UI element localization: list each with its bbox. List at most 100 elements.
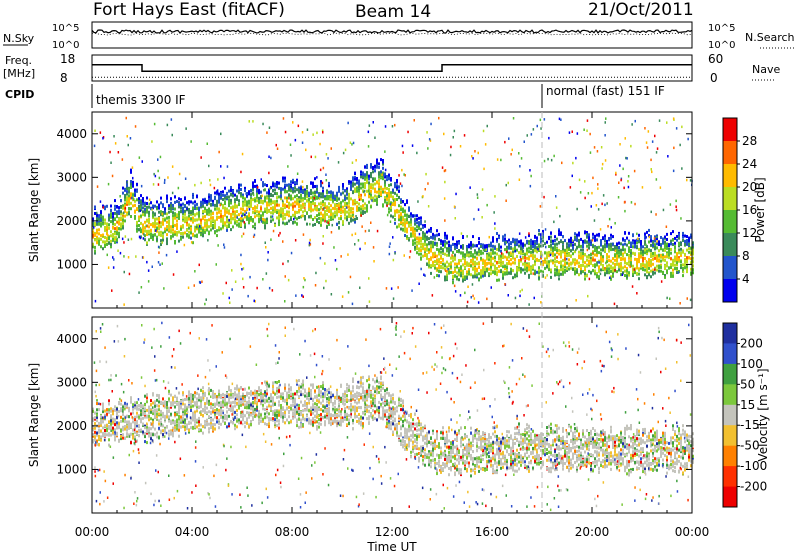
echo-cell [302, 285, 305, 289]
echo-cell [448, 240, 450, 244]
echo-cell [636, 258, 638, 261]
echo-cell [458, 241, 460, 245]
echo-cell [340, 201, 342, 205]
echo-cell [554, 243, 556, 247]
echo-cell [466, 261, 468, 265]
echo-cell [630, 263, 632, 267]
echo-cell [560, 240, 562, 244]
echo-cell [206, 225, 208, 228]
echo-cell [676, 271, 678, 274]
echo-cell [278, 212, 280, 216]
echo-cell [512, 240, 514, 244]
echo-cell [660, 280, 663, 283]
echo-cell [274, 202, 276, 206]
echo-cell [376, 201, 378, 204]
echo-cell [148, 225, 150, 229]
echo-cell [274, 207, 276, 211]
echo-cell [204, 206, 206, 210]
echo-cell [308, 194, 310, 197]
echo-cell [598, 245, 600, 249]
echo-cell [352, 215, 355, 219]
echo-cell [120, 216, 122, 220]
echo-cell [390, 177, 392, 180]
echo-cell [274, 188, 276, 192]
echo-cell [664, 267, 666, 270]
echo-cell [290, 154, 292, 157]
echo-cell [444, 267, 446, 271]
echo-cell [334, 207, 336, 211]
echo-cell [266, 206, 268, 210]
echo-cell [314, 203, 316, 207]
echo-cell [456, 250, 458, 253]
echo-cell [570, 236, 572, 240]
echo-cell [468, 272, 470, 276]
echo-cell [452, 256, 454, 260]
echo-cell [346, 192, 348, 196]
echo-cell [268, 286, 271, 290]
echo-cell [485, 263, 487, 267]
echo-cell [238, 186, 240, 190]
echo-cell [388, 191, 390, 195]
echo-cell [670, 273, 672, 277]
echo-cell [552, 249, 554, 253]
echo-cell [398, 189, 400, 193]
echo-cell [363, 189, 366, 193]
echo-cell [669, 203, 672, 206]
echo-cell [330, 216, 332, 220]
echo-cell [556, 273, 558, 277]
echo-cell [308, 203, 310, 206]
echo-cell [538, 247, 540, 251]
echo-cell [210, 228, 212, 232]
colorbar-segment [723, 164, 737, 188]
echo-cell [632, 245, 634, 249]
echo-cell [444, 231, 446, 235]
echo-cell [546, 252, 548, 256]
echo-cell [276, 181, 278, 185]
echo-cell [496, 261, 498, 264]
echo-cell [556, 260, 558, 263]
echo-cell [540, 269, 542, 273]
echo-cell [566, 245, 568, 249]
echo-cell [338, 188, 340, 192]
echo-cell [452, 259, 454, 263]
echo-cell [462, 246, 464, 250]
echo-cell [132, 196, 134, 199]
echo-cell [98, 242, 100, 246]
echo-cell [672, 117, 675, 120]
echo-cell [568, 248, 570, 251]
echo-cell [370, 186, 372, 189]
echo-cell [416, 237, 418, 241]
echo-cell [230, 201, 232, 205]
echo-cell [414, 247, 416, 251]
echo-cell [486, 252, 488, 256]
echo-cell [196, 223, 198, 227]
echo-cell [96, 217, 98, 221]
echo-cell [686, 239, 688, 242]
echo-cell [190, 211, 192, 215]
echo-cell [190, 213, 192, 216]
echo-cell [348, 196, 350, 200]
echo-cell [212, 226, 214, 230]
echo-cell [206, 212, 208, 216]
echo-cell [672, 243, 674, 246]
echo-cell [236, 205, 238, 209]
echo-cell [536, 249, 538, 253]
echo-cell [610, 266, 612, 270]
echo-cell [166, 216, 168, 220]
echo-cell [236, 210, 238, 213]
echo-cell [318, 194, 320, 197]
echo-cell [448, 262, 450, 266]
echo-cell [220, 214, 222, 218]
echo-cell [152, 214, 154, 218]
echo-cell [444, 234, 446, 238]
echo-cell [295, 294, 297, 297]
echo-cell [632, 272, 634, 276]
echo-cell [236, 223, 238, 227]
echo-cell [528, 265, 530, 269]
echo-cell [424, 239, 426, 243]
echo-cell [188, 200, 190, 204]
echo-cell [402, 210, 404, 214]
echo-cell [290, 251, 293, 255]
echo-cell [234, 218, 236, 222]
echo-cell [224, 221, 226, 225]
